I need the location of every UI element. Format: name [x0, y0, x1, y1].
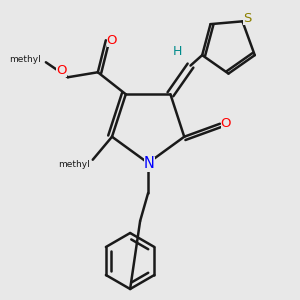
Text: H: H: [173, 45, 182, 58]
Text: O: O: [56, 64, 67, 77]
Text: S: S: [243, 12, 252, 25]
Text: methyl: methyl: [58, 160, 90, 169]
Text: O: O: [221, 117, 231, 130]
Text: O: O: [106, 34, 117, 47]
Text: methyl: methyl: [9, 55, 41, 64]
Text: N: N: [144, 157, 154, 172]
